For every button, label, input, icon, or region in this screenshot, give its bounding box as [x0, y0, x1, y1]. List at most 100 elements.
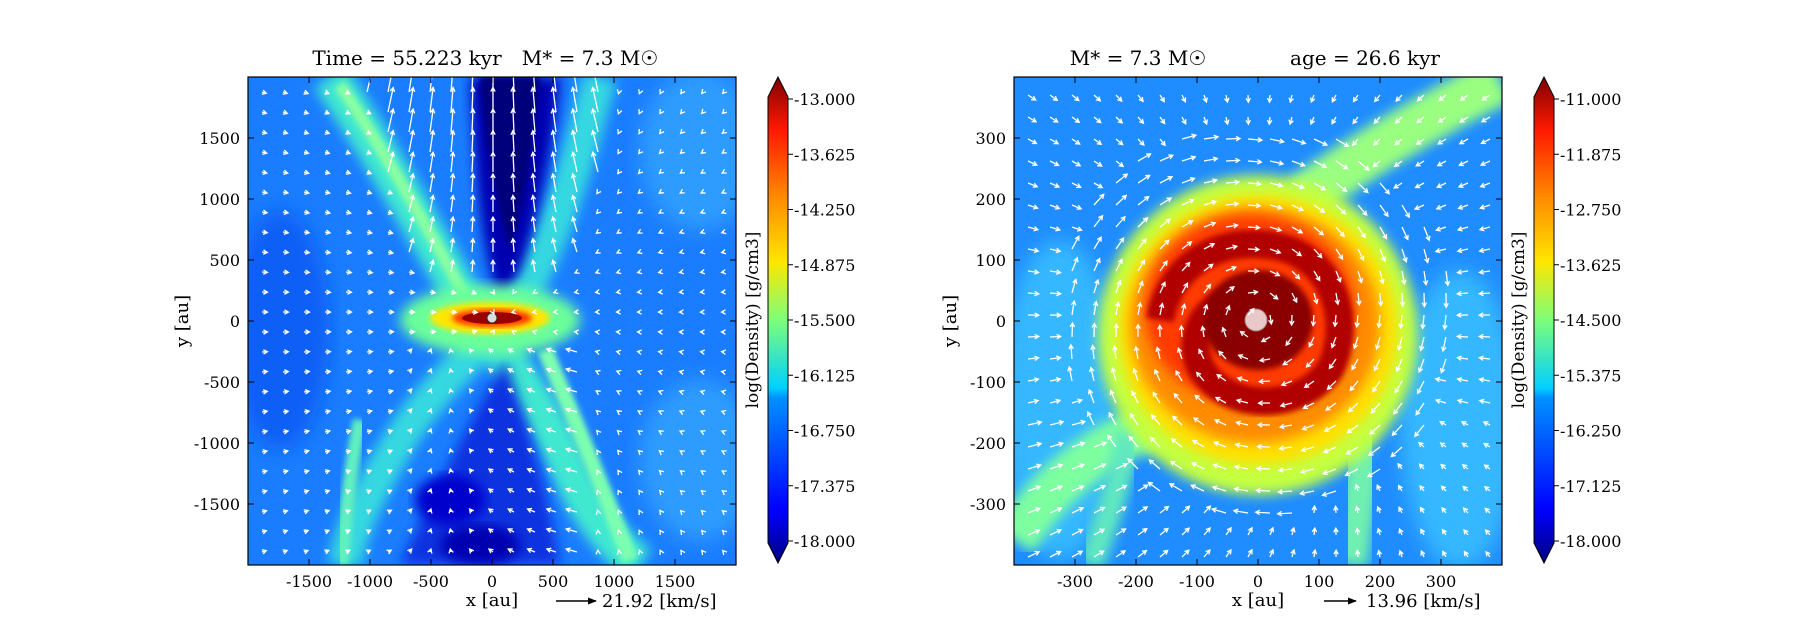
velocity-vector	[1460, 421, 1469, 426]
colorbar-label-left: log(Density) [g/cm3]	[743, 232, 763, 409]
velocity-vector	[427, 467, 433, 474]
velocity-vector	[1049, 463, 1064, 470]
velocity-vector	[638, 509, 644, 515]
velocity-vector	[1027, 355, 1040, 361]
velocity-vector	[1269, 248, 1282, 255]
velocity-vector	[700, 128, 707, 135]
velocity-vector	[345, 189, 352, 195]
velocity-vector	[679, 509, 686, 516]
velocity-vector	[487, 508, 494, 514]
velocity-vector	[470, 129, 476, 153]
velocity-vector	[324, 109, 331, 115]
velocity-vector	[615, 369, 622, 376]
velocity-vector	[387, 77, 392, 93]
velocity-vector	[1093, 528, 1106, 536]
velocity-vector	[1455, 333, 1469, 340]
velocity-vector	[545, 347, 557, 353]
velocity-vector	[1440, 485, 1447, 492]
velocity-vector	[1247, 224, 1261, 231]
velocity-vector	[573, 309, 579, 315]
velocity-vector	[1210, 507, 1227, 514]
velocity-vector	[637, 449, 644, 456]
panel-right: M* = 7.3 M☉ age = 26.6 kyr -300 -200 -100 0…	[940, 46, 1621, 612]
velocity-vector	[679, 469, 686, 476]
velocity-vector	[1168, 483, 1183, 492]
velocity-vector	[550, 215, 557, 233]
velocity-vector	[303, 169, 310, 175]
velocity-vector	[282, 269, 290, 275]
velocity-vector	[615, 309, 621, 315]
velocity-vector	[1349, 380, 1359, 392]
velocity-vector	[720, 409, 727, 416]
velocity-vector	[366, 309, 374, 315]
velocity-vector	[324, 489, 331, 495]
velocity-vector	[678, 208, 685, 214]
velocity-vector	[1352, 116, 1359, 125]
velocity-vector	[408, 151, 416, 173]
velocity-vector	[1136, 301, 1143, 316]
velocity-vector	[1441, 506, 1447, 514]
velocity-vector	[570, 129, 578, 153]
velocity-vector	[282, 349, 290, 355]
velocity-vector	[1303, 380, 1315, 389]
velocity-vector	[487, 348, 494, 354]
colorbar-tick-label: -16.125	[794, 366, 855, 385]
y-tick-label: -1500	[194, 495, 240, 514]
velocity-vector	[429, 309, 437, 315]
velocity-vector	[282, 109, 289, 115]
velocity-vector	[487, 428, 494, 434]
velocity-vector	[1346, 424, 1359, 434]
velocity-vector	[531, 329, 538, 336]
velocity-vector	[657, 289, 664, 295]
velocity-vector	[261, 369, 269, 375]
velocity-vector	[1137, 174, 1151, 184]
velocity-vector	[530, 107, 536, 133]
velocity-vector	[564, 407, 578, 413]
velocity-vector	[510, 308, 517, 315]
velocity-vector	[1148, 459, 1161, 470]
velocity-vector	[387, 449, 394, 455]
velocity-vector	[387, 129, 396, 153]
velocity-vector	[617, 509, 623, 515]
velocity-vector	[1181, 282, 1189, 294]
y-tick-label: 1000	[199, 190, 240, 209]
velocity-vector	[1169, 460, 1183, 470]
velocity-vector	[468, 547, 475, 554]
velocity-vector	[1093, 116, 1102, 124]
velocity-vector	[282, 369, 290, 375]
velocity-vector	[678, 369, 685, 375]
velocity-vector	[1027, 312, 1041, 318]
velocity-vector	[1071, 550, 1084, 558]
velocity-vector	[1397, 484, 1403, 492]
velocity-vector	[450, 289, 458, 295]
velocity-vector	[489, 289, 496, 296]
velocity-vector	[616, 528, 623, 535]
velocity-vector	[637, 208, 643, 214]
velocity-vector	[1335, 204, 1347, 215]
velocity-vector	[510, 86, 516, 113]
velocity-vector	[1115, 94, 1123, 103]
velocity-vector	[470, 172, 476, 193]
velocity-vector	[699, 369, 706, 375]
velocity-vector	[1313, 292, 1319, 305]
velocity-vector	[530, 86, 536, 113]
velocity-vector	[1181, 549, 1190, 558]
velocity-vector	[1266, 116, 1273, 126]
velocity-vector	[1394, 116, 1403, 124]
velocity-vector	[659, 509, 665, 516]
velocity-vector	[657, 309, 663, 315]
velocity-vector	[720, 208, 727, 215]
velocity-vector	[550, 150, 557, 173]
velocity-vector	[471, 309, 479, 315]
velocity-vector	[659, 89, 665, 95]
velocity-vector	[573, 268, 580, 274]
velocity-vector	[658, 128, 665, 135]
velocity-vector	[1071, 235, 1080, 250]
velocity-vector	[510, 150, 516, 173]
velocity-vector	[1345, 446, 1359, 455]
velocity-vector	[448, 427, 454, 434]
velocity-vector	[1093, 550, 1105, 558]
velocity-vector	[1308, 336, 1315, 348]
velocity-vector	[1313, 160, 1328, 169]
velocity-vector	[507, 488, 515, 494]
